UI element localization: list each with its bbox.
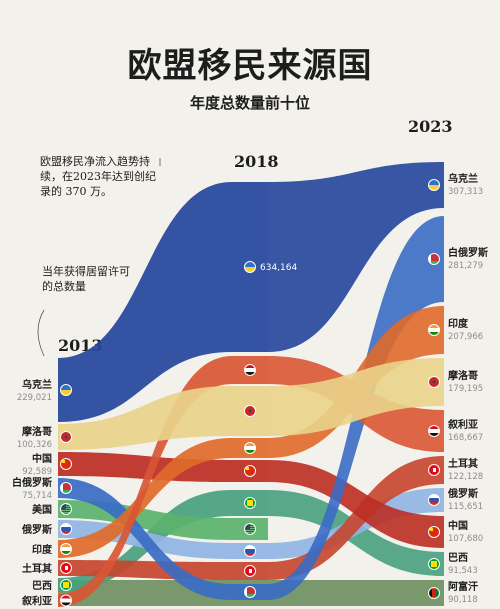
value-2013-china: 92,589: [22, 467, 52, 477]
value-2023-turkey: 122,128: [448, 472, 483, 482]
value-2018-ukraine: 634,164: [260, 263, 297, 273]
label-2023-morocco: 摩洛哥: [448, 369, 478, 382]
flag-2013-brazil-icon: [60, 579, 72, 591]
label-2023-syria: 叙利亚: [447, 418, 478, 431]
flow-2013-2018-usa: [58, 500, 232, 540]
flow-2013-2018-syria: [58, 356, 232, 607]
label-2013-morocco: 摩洛哥: [22, 425, 52, 438]
flag-2013-russia-icon: [60, 523, 72, 535]
flag-2013-turkey-icon: [60, 562, 72, 574]
value-2013-ukraine: 229,021: [17, 393, 52, 403]
flag-2018-ukraine-icon: [244, 261, 256, 273]
flag-2023-brazil-icon: [428, 558, 440, 570]
label-2013-ukraine: 乌克兰: [22, 378, 52, 391]
flag-2018-morocco-icon: [244, 405, 256, 417]
flow-2018-2023-turkey: [268, 456, 444, 580]
flag-2023-belarus-icon: [428, 253, 440, 265]
year-label-2018: 2018: [234, 152, 279, 171]
flag-2023-ukraine-icon: [428, 179, 440, 191]
value-2023-afghanistan: 90,118: [448, 595, 478, 605]
flow-2018-2023-ukraine: [268, 162, 444, 352]
flag-2023-russia-icon: [428, 494, 440, 506]
chart-title: 欧盟移民来源国: [127, 46, 373, 86]
flow-2013-2018-morocco: [58, 386, 232, 450]
flag-2023-morocco-icon: [428, 376, 440, 388]
flag-2013-ukraine-icon: [60, 384, 72, 396]
flag-2023-india-icon: [428, 324, 440, 336]
flag-2013-china-icon: [60, 458, 72, 470]
flag-2018-usa-icon: [244, 523, 256, 535]
flag-2013-belarus-icon: [60, 482, 72, 494]
value-2023-morocco: 179,195: [448, 384, 483, 394]
flag-2023-afghanistan-icon: [428, 587, 440, 599]
flag-2013-india-icon: [60, 543, 72, 555]
flag-2013-syria-icon: [60, 594, 72, 607]
label-2023-russia: 俄罗斯: [447, 487, 478, 500]
label-2023-india: 印度: [448, 317, 469, 330]
label-2023-belarus: 白俄罗斯: [448, 246, 488, 259]
value-2023-russia: 115,651: [448, 502, 483, 512]
flag-2018-china-icon: [244, 465, 256, 477]
sankey-nodes: [60, 179, 440, 607]
label-2013-syria: 叙利亚: [21, 595, 52, 608]
flag-2018-russia-icon: [244, 545, 256, 557]
year-label-2023: 2023: [408, 117, 453, 136]
value-2023-brazil: 91,543: [448, 566, 478, 576]
annotation-arrow: [37, 309, 45, 357]
flag-2023-china-icon: [428, 526, 440, 538]
flag-2018-brazil-icon: [244, 497, 256, 509]
annotation-net-inflow: 欧盟移民净流入趋势持续，在2023年达到创纪录的 370 万。: [40, 155, 156, 198]
value-2013-belarus: 75,714: [22, 491, 52, 501]
flow-2013-2018-belarus: [58, 478, 232, 600]
flag-2018-turkey-icon: [244, 565, 256, 577]
label-2023-china: 中国: [448, 519, 468, 532]
label-2013-belarus: 白俄罗斯: [12, 476, 52, 489]
flow-2018-2023-china: [268, 460, 444, 548]
label-2023-turkey: 土耳其: [448, 457, 478, 470]
flow-2018-2023-morocco: [268, 358, 444, 436]
label-2023-afghanistan: 阿富汗: [448, 580, 478, 593]
label-2013-brazil: 巴西: [32, 580, 52, 592]
value-2023-china: 107,680: [448, 534, 483, 544]
label-2013-russia: 俄罗斯: [21, 523, 52, 536]
label-2013-china: 中国: [32, 452, 52, 465]
value-2023-india: 207,966: [448, 332, 483, 342]
flow-2013-2018-ukraine: [58, 182, 232, 422]
value-2023-belarus: 281,279: [448, 261, 483, 271]
flag-2013-morocco-icon: [60, 431, 72, 443]
flag-2023-syria-icon: [428, 425, 440, 437]
flag-2023-turkey-icon: [428, 464, 440, 476]
flow-2013-2018-india: [58, 438, 232, 558]
label-2013-usa: 美国: [32, 503, 52, 516]
label-2023-brazil: 巴西: [448, 552, 468, 564]
value-2013-morocco: 100,326: [17, 440, 52, 450]
flag-2018-belarus-icon: [244, 586, 256, 598]
value-2023-ukraine: 307,313: [448, 187, 483, 197]
flag-2013-usa-icon: [60, 503, 72, 515]
sankey-labels: 乌克兰229,021摩洛哥100,326中国92,589白俄罗斯75,714美国…: [12, 172, 488, 608]
annotation-permits: 当年获得居留许可的总数量: [42, 265, 130, 293]
value-2023-syria: 168,667: [448, 433, 483, 443]
flag-2018-syria-icon: [244, 364, 256, 376]
label-2013-turkey: 土耳其: [22, 562, 52, 575]
label-2023-ukraine: 乌克兰: [448, 172, 478, 185]
chart-subtitle: 年度总数量前十位: [189, 94, 310, 112]
label-2013-india: 印度: [32, 543, 53, 556]
flag-2018-india-icon: [244, 442, 256, 454]
sankey-flows: [58, 162, 444, 607]
